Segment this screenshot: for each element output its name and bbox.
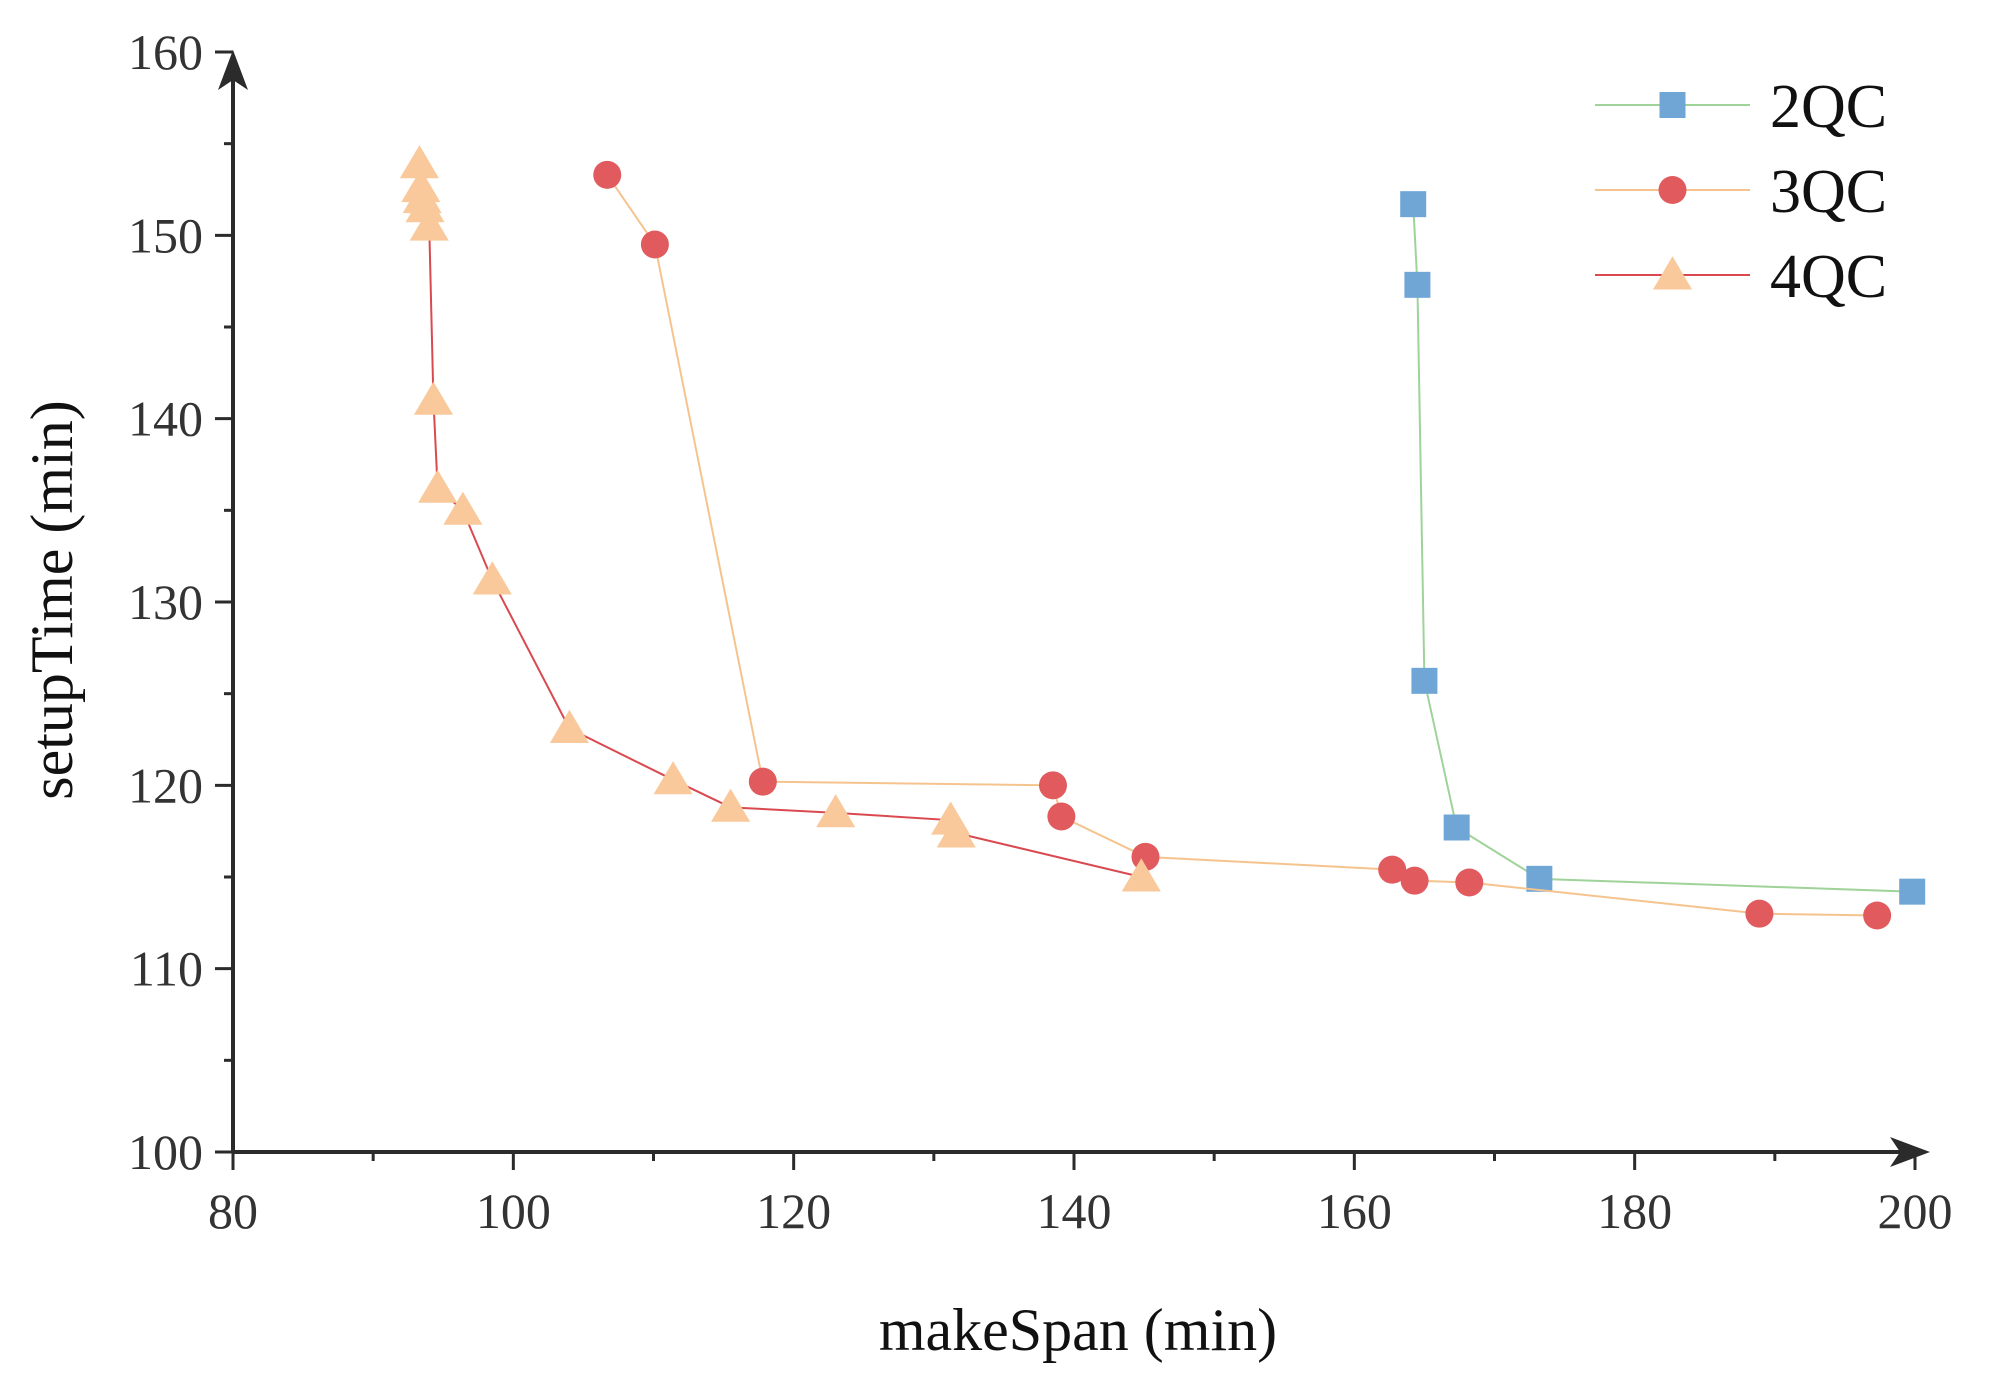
- legend-item-2qc: 2QC: [1595, 73, 1887, 141]
- data-point-4qc: [399, 145, 439, 179]
- data-point-2qc: [1400, 191, 1427, 218]
- data-point-4qc: [413, 381, 453, 415]
- data-point-4qc: [443, 491, 483, 525]
- axes: [218, 50, 1930, 1167]
- data-point-3qc: [593, 160, 622, 189]
- y-tick-label: 120: [128, 757, 203, 813]
- y-tick-label: 100: [128, 1124, 203, 1180]
- series-2qc: [1400, 191, 1926, 905]
- y-tick-label: 150: [128, 207, 203, 263]
- data-point-2qc: [1404, 271, 1431, 298]
- legend-marker-triangle-icon: [1652, 256, 1693, 290]
- legend-marker-circle-icon: [1658, 176, 1687, 204]
- legend-label: 4QC: [1770, 243, 1887, 311]
- legend: 2QC 3QC 4QC: [1595, 73, 1887, 311]
- data-point-4qc: [653, 761, 693, 795]
- legend-label: 2QC: [1770, 73, 1887, 141]
- data-point-3qc: [640, 230, 669, 259]
- data-point-4qc: [936, 814, 976, 848]
- data-point-3qc: [1400, 866, 1429, 895]
- data-point-3qc: [1745, 899, 1774, 928]
- x-tick-label: 180: [1597, 1183, 1672, 1239]
- y-axis-arrow-icon: [218, 50, 248, 90]
- data-point-2qc: [1443, 814, 1470, 841]
- data-point-4qc: [816, 794, 856, 828]
- x-tick-label: 120: [756, 1183, 831, 1239]
- legend-label: 3QC: [1770, 158, 1887, 226]
- data-point-4qc: [405, 189, 445, 223]
- data-point-4qc: [711, 788, 751, 822]
- series: [399, 145, 1926, 930]
- data-point-3qc: [1378, 855, 1407, 884]
- data-point-4qc: [409, 207, 449, 241]
- data-point-3qc: [1038, 771, 1067, 800]
- x-tick-label: 100: [476, 1183, 551, 1239]
- data-point-4qc: [549, 709, 589, 743]
- y-tick-label: 130: [128, 574, 203, 630]
- data-point-4qc: [418, 469, 458, 503]
- series-line-4qc: [418, 163, 1142, 878]
- data-point-2qc: [1411, 667, 1438, 694]
- x-axis-arrow-icon: [1890, 1137, 1930, 1167]
- y-tick-label: 110: [130, 941, 203, 997]
- ticks: 80 100 120 140 160 180 20010011012013014015016…: [128, 24, 1953, 1239]
- data-point-3qc: [1455, 868, 1484, 897]
- y-tick-label: 160: [128, 24, 203, 80]
- data-point-2qc: [1526, 865, 1553, 892]
- x-tick-label: 160: [1317, 1183, 1392, 1239]
- data-point-3qc: [748, 767, 777, 796]
- data-point-3qc: [1863, 901, 1892, 930]
- data-point-2qc: [1899, 878, 1926, 905]
- series-4qc: [399, 145, 1161, 892]
- data-point-4qc: [472, 561, 512, 595]
- data-point-4qc: [1121, 858, 1161, 892]
- x-axis-title: makeSpan (min): [879, 1297, 1277, 1363]
- y-axis-title: setupTime (min): [19, 400, 85, 799]
- legend-marker-square-icon: [1659, 92, 1686, 118]
- legend-item-4qc: 4QC: [1595, 243, 1887, 311]
- data-point-3qc: [1047, 802, 1076, 831]
- series-line-2qc: [1412, 204, 1913, 893]
- x-tick-label: 80: [208, 1183, 258, 1239]
- x-tick-label: 200: [1878, 1183, 1953, 1239]
- series-3qc: [593, 160, 1892, 930]
- x-tick-label: 140: [1037, 1183, 1112, 1239]
- legend-item-3qc: 3QC: [1595, 158, 1887, 226]
- y-tick-label: 140: [128, 391, 203, 447]
